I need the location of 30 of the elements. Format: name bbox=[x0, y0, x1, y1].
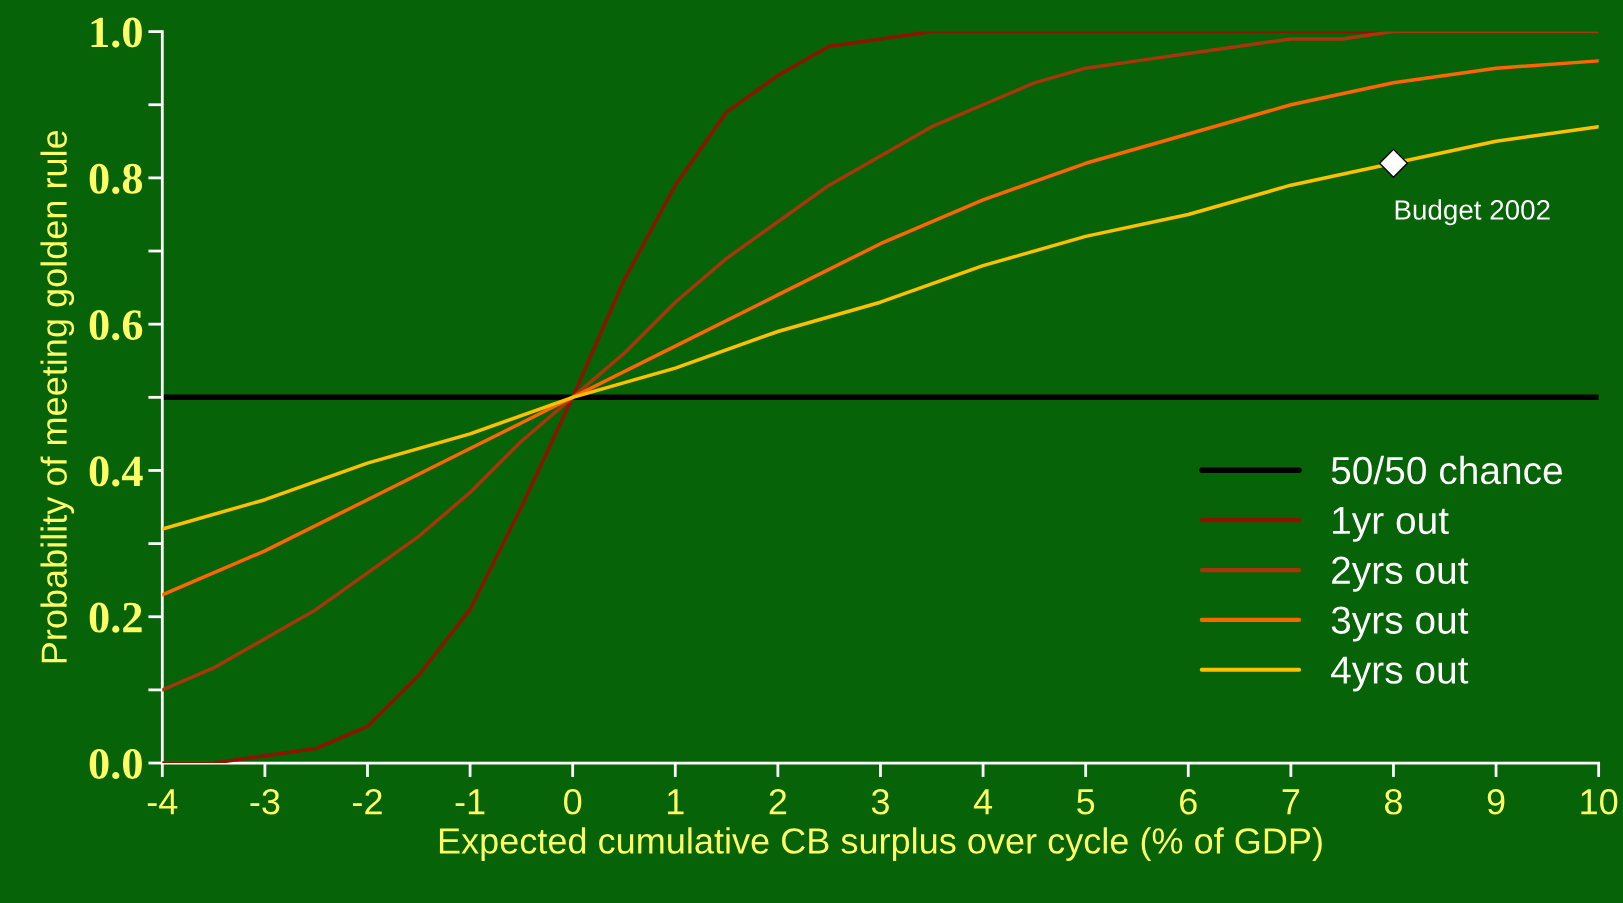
x-tick-label: 9 bbox=[1487, 788, 1505, 815]
y-tick-label: 0.6 bbox=[89, 310, 143, 341]
x-tick-label: -1 bbox=[455, 789, 485, 815]
x-tick-label: 4 bbox=[973, 789, 993, 815]
x-tick-label: -2 bbox=[353, 788, 382, 815]
x-tick-label: 5 bbox=[1077, 789, 1095, 815]
x-tick-label: 2 bbox=[769, 788, 787, 815]
x-tick-label: 8 bbox=[1384, 788, 1402, 815]
x-tick-label: 1 bbox=[668, 789, 684, 815]
x-tick-label: 10 bbox=[1581, 788, 1618, 815]
x-axis-title: Expected cumulative CB surplus over cycle (% of GDP) bbox=[439, 827, 1322, 861]
legend-label: 50/50 chance bbox=[1331, 455, 1562, 485]
y-tick-label: 0.8 bbox=[89, 163, 143, 194]
legend-label: 1yr out bbox=[1333, 507, 1449, 542]
legend-label: 3yrs out bbox=[1331, 606, 1469, 642]
x-tick-label: -4 bbox=[147, 789, 178, 815]
x-tick-label: 6 bbox=[1180, 788, 1197, 815]
annotation: Budget 2002 bbox=[1395, 199, 1550, 226]
x-tick-label: 7 bbox=[1282, 789, 1300, 815]
y-axis-title: Probability of meeting golden rule bbox=[40, 130, 75, 663]
x-tick-label: -3 bbox=[250, 788, 280, 815]
legend-label: 4yrs out bbox=[1331, 656, 1469, 692]
legend-label: 2yrs out bbox=[1332, 556, 1469, 592]
y-tick-label: 0.4 bbox=[89, 456, 143, 487]
y-tick-label: 0.0 bbox=[89, 748, 142, 780]
x-tick-label: 3 bbox=[871, 788, 889, 815]
y-tick-label: 1.0 bbox=[91, 17, 142, 48]
line-series bbox=[162, 59, 1599, 597]
x-tick-label: 0 bbox=[564, 788, 582, 815]
y-tick-label: 0.2 bbox=[89, 602, 142, 633]
